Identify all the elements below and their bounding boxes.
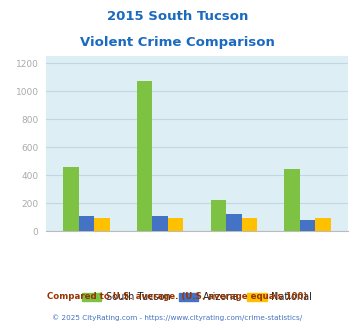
Text: Violent Crime Comparison: Violent Crime Comparison — [80, 36, 275, 49]
Text: Compared to U.S. average. (U.S. average equals 100): Compared to U.S. average. (U.S. average … — [47, 292, 308, 301]
Bar — [226, 214, 241, 231]
Bar — [94, 218, 110, 231]
Legend: South Tucson, Arizona, National: South Tucson, Arizona, National — [78, 288, 316, 306]
Bar — [241, 218, 257, 231]
Bar — [153, 216, 168, 231]
Text: 2015 South Tucson: 2015 South Tucson — [107, 10, 248, 23]
Bar — [211, 200, 226, 231]
Bar — [300, 219, 315, 231]
Bar — [137, 81, 153, 231]
Bar — [315, 218, 331, 231]
Bar — [64, 167, 79, 231]
Text: © 2025 CityRating.com - https://www.cityrating.com/crime-statistics/: © 2025 CityRating.com - https://www.city… — [53, 314, 302, 321]
Bar — [284, 169, 300, 231]
Bar — [168, 218, 184, 231]
Bar — [79, 216, 94, 231]
